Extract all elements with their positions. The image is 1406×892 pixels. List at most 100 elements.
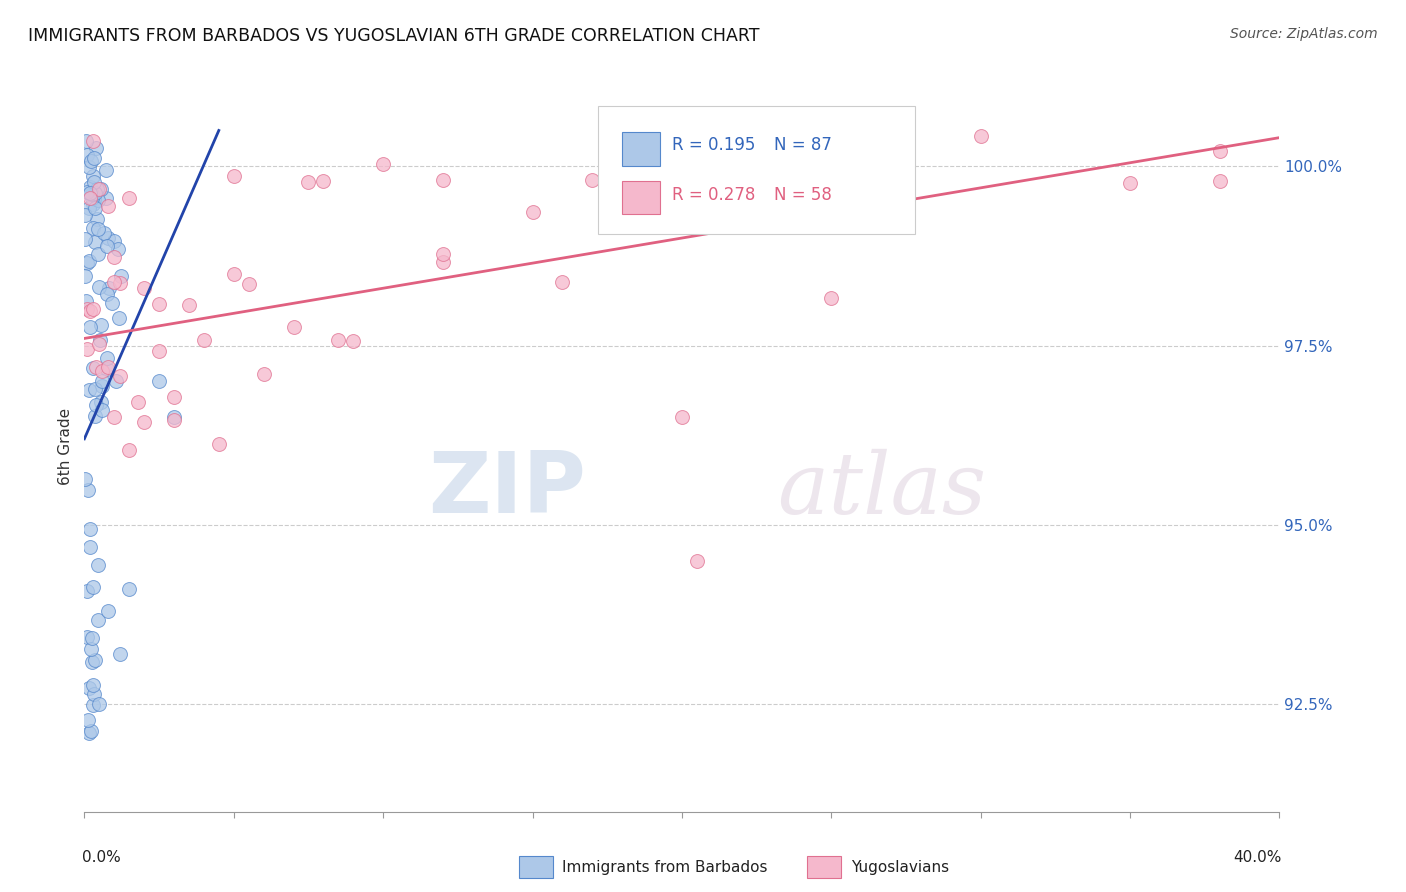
Point [148,343,170,358]
Point [91,403,114,417]
Text: 0.0%: 0.0% [82,850,121,864]
Text: atlas: atlas [778,449,987,532]
Point [83,409,105,423]
Point [312,174,335,188]
Point [82,197,104,211]
Point [522,204,544,219]
Point [79,179,101,194]
Point [73,232,96,246]
Point [97,198,120,212]
Point [90,318,112,333]
Point [80,724,103,739]
Point [76,630,98,644]
Point [77,726,100,740]
Point [163,390,186,404]
Point [90,378,112,392]
Point [79,253,101,268]
Text: N = 87: N = 87 [773,136,832,154]
Point [671,410,693,425]
Point [97,604,120,618]
Point [77,202,100,216]
Point [222,267,245,281]
Point [76,256,98,270]
Point [82,580,104,594]
Point [84,235,107,250]
Point [103,275,125,289]
FancyBboxPatch shape [623,181,661,214]
Point [83,151,105,165]
Point [432,247,454,261]
Point [118,191,141,205]
Point [110,276,132,290]
FancyBboxPatch shape [623,132,661,166]
Point [80,642,103,657]
Point [73,472,96,486]
Point [94,191,117,205]
Point [84,186,107,200]
Point [127,394,149,409]
Point [87,221,110,235]
Point [177,298,200,312]
Point [76,302,98,317]
Point [80,186,103,201]
Point [87,279,110,293]
Point [105,374,128,388]
Point [297,176,319,190]
Point [90,182,112,196]
Point [1119,176,1142,190]
Point [86,211,108,226]
Point [686,554,709,568]
Point [83,201,105,215]
Point [80,655,103,669]
Point [110,268,132,283]
Point [96,351,118,366]
Point [1209,174,1232,188]
Text: Source: ZipAtlas.com: Source: ZipAtlas.com [1230,27,1378,41]
Point [87,246,110,260]
Point [77,383,100,397]
Point [96,286,118,301]
Point [132,415,156,429]
Point [342,334,364,349]
Point [80,153,103,168]
Point [96,362,118,376]
Point [86,182,108,196]
Point [328,333,350,347]
Point [91,364,114,378]
Point [86,141,108,155]
Point [97,231,120,245]
Point [79,319,101,334]
Point [79,540,101,554]
Point [87,558,110,573]
Point [75,208,97,222]
Point [103,410,125,425]
Point [87,193,110,207]
Point [110,647,132,661]
Point [373,157,395,171]
Point [86,360,108,375]
Point [75,268,97,283]
Point [118,582,141,597]
Y-axis label: 6th Grade: 6th Grade [58,408,73,484]
Point [238,277,260,291]
Point [89,697,111,711]
Point [163,410,186,425]
Point [820,178,842,192]
Text: 40.0%: 40.0% [1233,850,1282,864]
Point [83,687,105,701]
Point [93,226,115,240]
Text: R = 0.195: R = 0.195 [672,136,755,154]
Point [82,221,104,235]
Point [132,281,156,295]
Point [97,360,120,375]
Point [89,334,111,348]
Point [208,437,231,451]
Text: IMMIGRANTS FROM BARBADOS VS YUGOSLAVIAN 6TH GRADE CORRELATION CHART: IMMIGRANTS FROM BARBADOS VS YUGOSLAVIAN … [28,27,759,45]
Text: ZIP: ZIP [429,449,586,532]
Point [75,134,97,148]
Point [1209,144,1232,158]
Point [100,295,122,310]
Text: Yugoslavians: Yugoslavians [851,860,949,874]
Point [671,199,693,213]
Point [118,442,141,457]
